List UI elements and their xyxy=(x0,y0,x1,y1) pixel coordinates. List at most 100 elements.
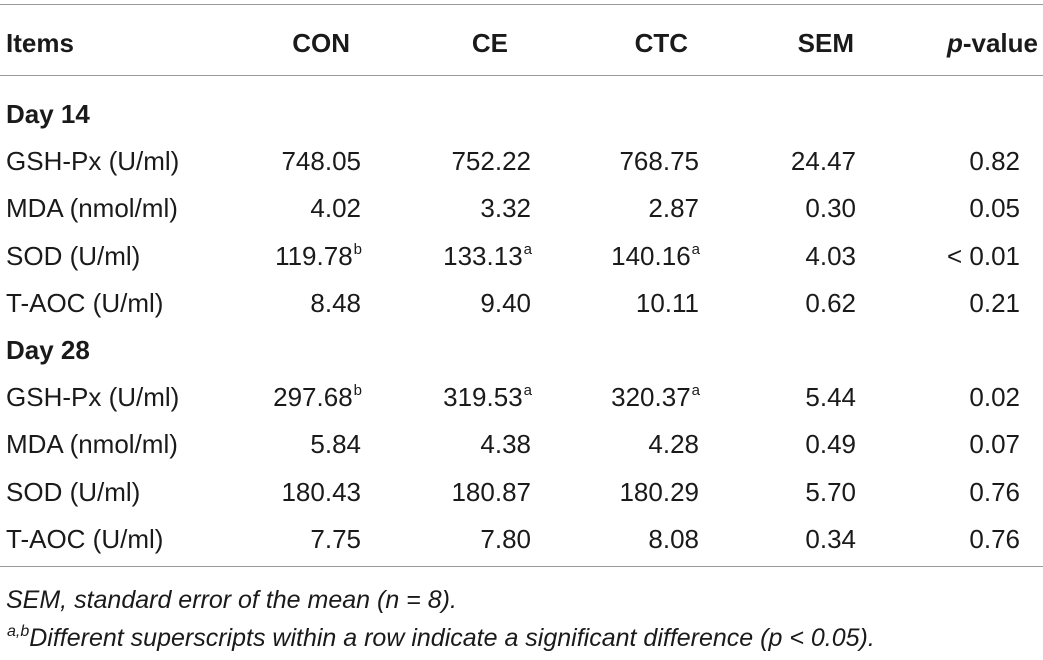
cell-value: 7.80 xyxy=(480,523,531,554)
cell-value: 5.84 xyxy=(310,429,361,460)
section-label: Day 28 xyxy=(6,335,90,365)
cell-value: 2.87 xyxy=(648,193,699,224)
header-p-italic: p xyxy=(946,28,963,58)
cell-superscript: b xyxy=(353,382,362,400)
cell-con: 7.75 xyxy=(240,524,362,554)
cell-value: 319.53 xyxy=(443,382,523,413)
footnote-significance-text: Different superscripts within a row indi… xyxy=(29,624,875,652)
row-item-label: T-AOC (U/ml) xyxy=(6,523,164,554)
header-items: Items xyxy=(6,28,74,58)
header-rule xyxy=(0,75,1043,76)
cell-value: 133.13 xyxy=(443,240,523,271)
cell-value: 0.62 xyxy=(805,287,856,318)
cell-superscript: a xyxy=(691,382,700,400)
cell-value: 180.87 xyxy=(451,476,531,507)
cell-p: 0.82 xyxy=(880,146,1020,176)
cell-p: 0.07 xyxy=(880,429,1020,459)
cell-value: 24.47 xyxy=(790,146,856,177)
header-con: CON xyxy=(292,28,350,58)
row-item-label: MDA (nmol/ml) xyxy=(6,429,178,460)
header-p-value: p-value xyxy=(880,28,1038,58)
row-item-label: GSH-Px (U/ml) xyxy=(6,382,180,413)
cell-value: 0.07 xyxy=(969,429,1020,460)
cell-con: 297.68b xyxy=(240,382,362,412)
cell-sem: 0.34 xyxy=(750,524,856,554)
section-label: Day 14 xyxy=(6,99,90,129)
row-item-label: SOD (U/ml) xyxy=(6,240,141,271)
cell-ctc: 320.37a xyxy=(578,382,700,412)
cell-value: 0.34 xyxy=(805,523,856,554)
cell-con: 5.84 xyxy=(240,429,362,459)
cell-con: 119.78b xyxy=(240,241,362,271)
cell-sem: 0.30 xyxy=(750,193,856,223)
cell-sem: 5.70 xyxy=(750,477,856,507)
cell-value: 10.11 xyxy=(635,287,699,318)
row-item-label: GSH-Px (U/ml) xyxy=(6,146,180,177)
header-ctc: CTC xyxy=(634,28,688,58)
cell-value: 0.76 xyxy=(969,523,1020,554)
cell-sem: 4.03 xyxy=(750,241,856,271)
cell-ctc: 8.08 xyxy=(578,524,700,554)
header-sem: SEM xyxy=(797,28,854,58)
cell-ctc: 4.28 xyxy=(578,429,700,459)
cell-value: 4.28 xyxy=(648,429,699,460)
cell-value: 7.75 xyxy=(310,523,361,554)
cell-sem: 5.44 xyxy=(750,382,856,412)
top-rule xyxy=(0,4,1043,5)
cell-ce: 752.22 xyxy=(408,146,532,176)
cell-value: 180.29 xyxy=(619,476,699,507)
cell-value: 0.49 xyxy=(805,429,856,460)
cell-value: < 0.01 xyxy=(946,240,1020,271)
cell-value: 9.40 xyxy=(480,287,531,318)
cell-value: 0.21 xyxy=(969,287,1020,318)
cell-ctc: 180.29 xyxy=(578,477,700,507)
cell-ctc: 10.11 xyxy=(578,288,700,318)
header-ce: CE xyxy=(471,28,508,58)
cell-con: 748.05 xyxy=(240,146,362,176)
cell-superscript: a xyxy=(523,382,532,400)
cell-superscript: a xyxy=(691,240,700,258)
cell-p: 0.76 xyxy=(880,477,1020,507)
cell-p: 0.21 xyxy=(880,288,1020,318)
cell-value: 0.82 xyxy=(969,146,1020,177)
cell-value: 297.68 xyxy=(273,382,353,413)
cell-con: 180.43 xyxy=(240,477,362,507)
cell-value: 5.70 xyxy=(805,476,856,507)
cell-value: 768.75 xyxy=(619,146,699,177)
cell-value: 119.78 xyxy=(275,240,353,271)
cell-p: 0.76 xyxy=(880,524,1020,554)
cell-ce: 3.32 xyxy=(408,193,532,223)
cell-con: 8.48 xyxy=(240,288,362,318)
cell-con: 4.02 xyxy=(240,193,362,223)
row-item-label: MDA (nmol/ml) xyxy=(6,193,178,224)
cell-p: 0.02 xyxy=(880,382,1020,412)
cell-p: 0.05 xyxy=(880,193,1020,223)
cell-value: 180.43 xyxy=(281,476,361,507)
row-item-label: T-AOC (U/ml) xyxy=(6,287,164,318)
cell-ctc: 2.87 xyxy=(578,193,700,223)
cell-value: 4.02 xyxy=(310,193,361,224)
cell-sem: 24.47 xyxy=(750,146,856,176)
cell-value: 4.03 xyxy=(805,240,856,271)
cell-value: 0.02 xyxy=(969,382,1020,413)
cell-value: 5.44 xyxy=(805,382,856,413)
cell-sem: 0.62 xyxy=(750,288,856,318)
footnote-significance: a,bDifferent superscripts within a row i… xyxy=(6,624,875,653)
bottom-rule xyxy=(0,566,1043,567)
cell-value: 0.76 xyxy=(969,476,1020,507)
cell-ce: 7.80 xyxy=(408,524,532,554)
footnote-sem: SEM, standard error of the mean (n = 8). xyxy=(6,586,457,614)
cell-value: 8.48 xyxy=(310,287,361,318)
cell-value: 748.05 xyxy=(281,146,361,177)
cell-ce: 133.13a xyxy=(408,241,532,271)
footnote-sup: a,b xyxy=(7,623,30,640)
cell-value: 3.32 xyxy=(480,193,531,224)
cell-value: 4.38 xyxy=(480,429,531,460)
cell-superscript: b xyxy=(353,240,362,258)
cell-superscript: a xyxy=(523,240,532,258)
cell-p: < 0.01 xyxy=(880,241,1020,271)
cell-value: 0.05 xyxy=(969,193,1020,224)
cell-ce: 9.40 xyxy=(408,288,532,318)
cell-ctc: 140.16a xyxy=(578,241,700,271)
header-p-rest: -value xyxy=(962,28,1038,58)
